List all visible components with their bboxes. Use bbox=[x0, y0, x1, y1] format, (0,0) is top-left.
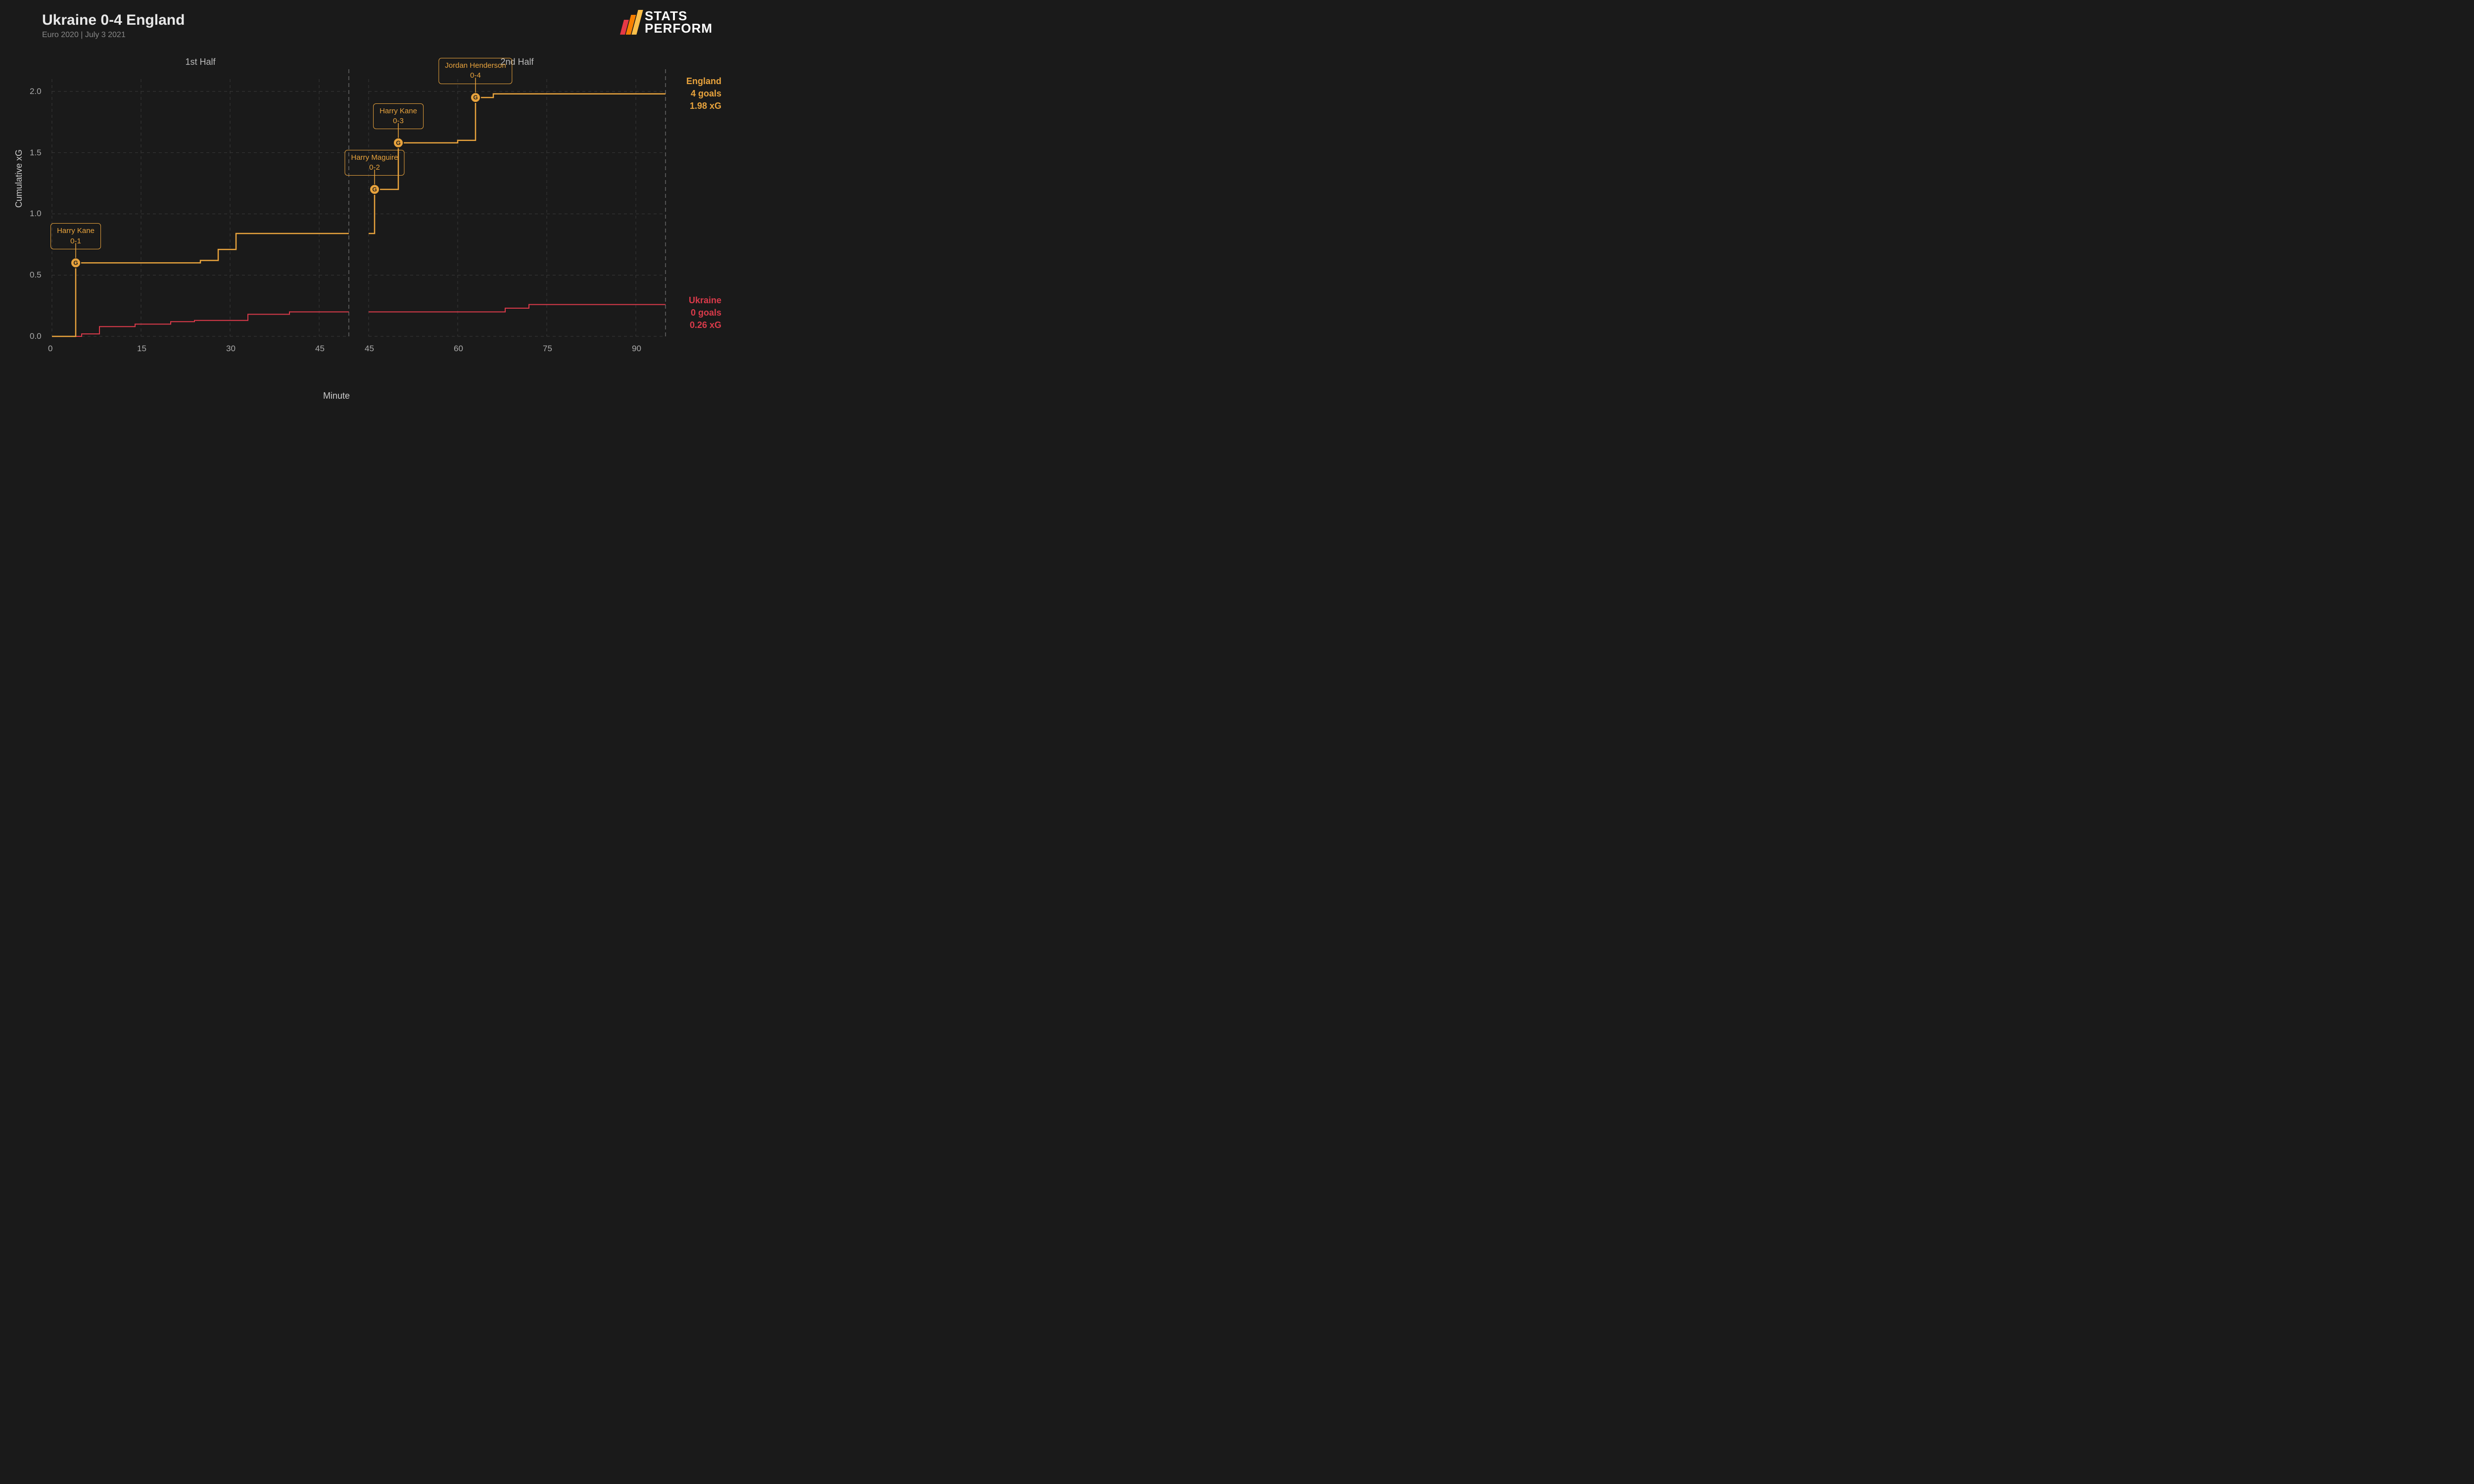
team-xg-ukraine: 0.26 xG bbox=[689, 319, 721, 331]
svg-text:G: G bbox=[396, 139, 400, 146]
y-tick-label: 2.0 bbox=[30, 87, 42, 96]
x-tick-label: 90 bbox=[632, 344, 641, 354]
logo-text: STATS PERFORM bbox=[645, 10, 713, 34]
x-tick-label: 15 bbox=[137, 344, 146, 354]
chart-svg: G G G G bbox=[47, 69, 670, 366]
x-tick-label: 75 bbox=[543, 344, 552, 354]
svg-text:G: G bbox=[473, 94, 477, 101]
y-tick-label: 0.0 bbox=[30, 331, 42, 341]
logo-text-line2: PERFORM bbox=[645, 22, 713, 35]
y-tick-label: 1.5 bbox=[30, 148, 42, 158]
logo-bars bbox=[622, 10, 640, 35]
y-axis-label: Cumulative xG bbox=[14, 149, 24, 208]
team-xg-england: 1.98 xG bbox=[686, 100, 721, 112]
x-tick-label: 0 bbox=[48, 344, 52, 354]
chart-title: Ukraine 0-4 England bbox=[42, 12, 185, 29]
chart-subtitle: Euro 2020 | July 3 2021 bbox=[42, 31, 126, 40]
y-tick-label: 0.5 bbox=[30, 270, 42, 280]
x-tick-label: 60 bbox=[454, 344, 463, 354]
xg-chart: G G G G bbox=[47, 69, 670, 366]
x-tick-label: 30 bbox=[226, 344, 236, 354]
team-goals-england: 4 goals bbox=[686, 88, 721, 100]
svg-text:G: G bbox=[372, 186, 377, 193]
goal-label: Harry Maguire0-2 bbox=[344, 150, 404, 176]
team-name-england: England bbox=[686, 75, 721, 88]
team-summary-ukraine: Ukraine 0 goals 0.26 xG bbox=[689, 294, 721, 332]
goal-label: Harry Kane0-3 bbox=[373, 103, 424, 130]
x-axis-label: Minute bbox=[323, 391, 350, 401]
goal-label: Jordan Henderson0-4 bbox=[438, 58, 512, 84]
y-tick-label: 1.0 bbox=[30, 209, 42, 219]
half-label: 1st Half bbox=[185, 57, 215, 67]
team-name-ukraine: Ukraine bbox=[689, 294, 721, 307]
team-summary-england: England 4 goals 1.98 xG bbox=[686, 75, 721, 113]
x-tick-label: 45 bbox=[365, 344, 374, 354]
x-tick-label: 45 bbox=[315, 344, 325, 354]
stats-perform-logo: STATS PERFORM bbox=[622, 10, 713, 35]
team-goals-ukraine: 0 goals bbox=[689, 307, 721, 319]
svg-text:G: G bbox=[73, 259, 78, 266]
goal-label: Harry Kane0-1 bbox=[50, 223, 101, 249]
